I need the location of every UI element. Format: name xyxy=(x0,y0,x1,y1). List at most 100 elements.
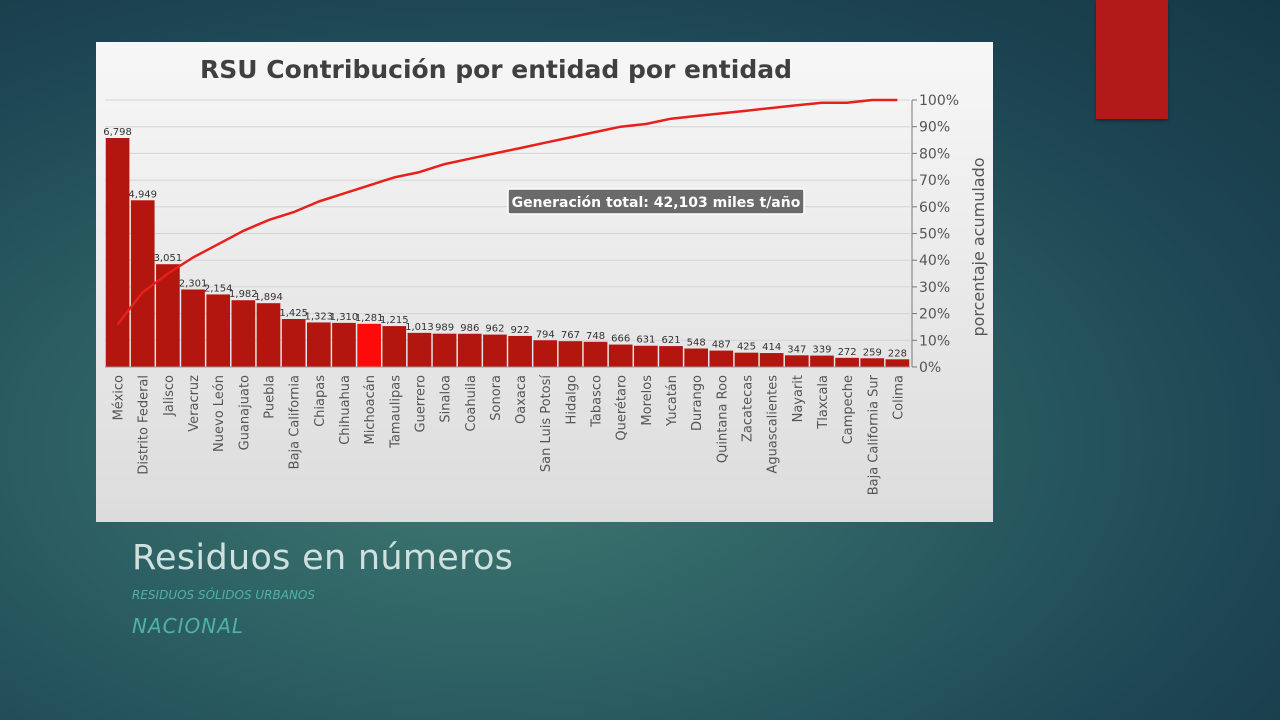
bar-value-label: 2,301 xyxy=(179,278,208,289)
bar xyxy=(508,335,532,367)
bar xyxy=(684,348,708,367)
chart-title: RSU Contribución por entidad por entidad xyxy=(200,55,792,84)
bar xyxy=(759,353,784,367)
category-label: Morelos xyxy=(640,375,655,426)
category-label: Tabasco xyxy=(590,375,605,428)
slide-title: Residuos en números xyxy=(132,538,514,578)
category-label: Oaxaca xyxy=(514,375,529,424)
category-label: San Luis Potosí xyxy=(539,375,554,473)
category-label: Tamaulipas xyxy=(388,375,403,449)
bar-value-label: 748 xyxy=(586,331,605,342)
bar xyxy=(709,350,734,367)
y2-tick-label: 50% xyxy=(919,227,950,243)
y2-tick-label: 80% xyxy=(919,146,950,162)
bar-value-label: 339 xyxy=(812,345,831,356)
bar-value-label: 4,949 xyxy=(128,189,157,200)
category-label: Yucatán xyxy=(665,375,680,427)
bar xyxy=(332,322,356,367)
chart-panel: RSU Contribución por entidad por entidad… xyxy=(96,42,993,522)
category-label: Tlaxcala xyxy=(816,375,831,430)
category-label: Campeche xyxy=(841,375,856,444)
bar xyxy=(407,332,432,367)
bar xyxy=(558,341,583,367)
bar-value-label: 621 xyxy=(661,335,680,346)
bar xyxy=(533,340,558,367)
category-label: Sonora xyxy=(489,375,504,421)
bar xyxy=(181,289,205,367)
bar xyxy=(357,323,381,367)
category-label: Distrito Federal xyxy=(137,375,152,475)
bar xyxy=(835,357,859,367)
bar-value-label: 414 xyxy=(762,342,781,353)
y2-tick-label: 20% xyxy=(919,307,950,323)
bar-value-label: 6,798 xyxy=(103,127,132,138)
category-label: Baja California xyxy=(288,375,303,469)
bar-value-label: 794 xyxy=(536,329,555,340)
bar-value-label: 922 xyxy=(511,325,530,336)
annotation-text: Generación total: 42,103 miles t/año xyxy=(512,195,801,211)
bar-value-label: 631 xyxy=(636,335,655,346)
category-label: Coahuila xyxy=(464,375,479,432)
y2-tick-label: 90% xyxy=(919,120,950,136)
category-label: Querétaro xyxy=(615,375,630,441)
bar xyxy=(307,322,331,367)
bar xyxy=(784,355,809,367)
slide-subtitle: RESIDUOS SÓLIDOS URBANOS xyxy=(132,588,315,602)
bar-value-label: 1,894 xyxy=(254,292,283,303)
bar xyxy=(583,341,608,367)
category-label: México xyxy=(112,375,127,420)
y2-tick-label: 70% xyxy=(919,173,950,189)
y2-tick-label: 10% xyxy=(919,333,950,349)
bar-value-label: 272 xyxy=(838,347,857,358)
bar xyxy=(810,355,834,367)
category-label: Colima xyxy=(891,375,906,420)
bar xyxy=(659,346,683,367)
bar-value-label: 986 xyxy=(460,323,479,334)
category-label: Puebla xyxy=(263,375,278,419)
bar xyxy=(483,334,507,367)
bar xyxy=(130,200,155,367)
y2-tick-label: 0% xyxy=(919,360,941,376)
category-label: Baja California Sur xyxy=(866,374,881,495)
bar xyxy=(734,352,759,367)
bar xyxy=(634,345,658,367)
bar-value-label: 1,425 xyxy=(279,308,308,319)
bar-value-label: 548 xyxy=(687,338,706,349)
category-label: Sinaloa xyxy=(439,375,454,423)
bar xyxy=(256,303,281,367)
total-annotation: Generación total: 42,103 miles t/año xyxy=(507,188,805,215)
bar-value-label: 962 xyxy=(485,324,504,335)
bar xyxy=(206,294,231,367)
slide-subtitle-nacional: NACIONAL xyxy=(132,614,245,638)
category-label: Guanajuato xyxy=(237,375,252,450)
bar xyxy=(105,138,130,367)
bar-value-label: 2,154 xyxy=(204,283,233,294)
category-label: Aguascalientes xyxy=(766,375,781,474)
bar-value-label: 1,215 xyxy=(380,315,409,326)
bar-value-label: 259 xyxy=(863,347,882,358)
bar-value-label: 1,982 xyxy=(229,289,258,300)
accent-block xyxy=(1096,0,1168,119)
chart-background xyxy=(96,42,993,522)
category-label: Zacatecas xyxy=(740,375,755,442)
category-label: Quintana Roo xyxy=(715,375,730,463)
cumulative-percent-line xyxy=(116,98,898,326)
bar xyxy=(382,326,407,367)
bar-value-label: 3,051 xyxy=(154,253,183,264)
bar-value-label: 1,281 xyxy=(355,313,384,324)
category-label: Durango xyxy=(690,375,705,431)
bar xyxy=(281,318,306,367)
category-label: Michoacán xyxy=(363,375,378,445)
bar-value-label: 228 xyxy=(888,348,907,359)
category-label: Guerrero xyxy=(413,375,428,433)
category-label: Jalisco xyxy=(162,375,177,417)
y2-tick-label: 100% xyxy=(919,93,959,109)
bar-value-label: 425 xyxy=(737,342,756,353)
bar-value-label: 666 xyxy=(611,334,630,345)
bar-value-label: 347 xyxy=(787,344,806,355)
bar-value-label: 767 xyxy=(561,330,580,341)
category-label: Nayarit xyxy=(791,375,806,422)
bar-value-label: 487 xyxy=(712,340,731,351)
bar xyxy=(432,333,457,367)
category-label: Chiapas xyxy=(313,375,328,427)
